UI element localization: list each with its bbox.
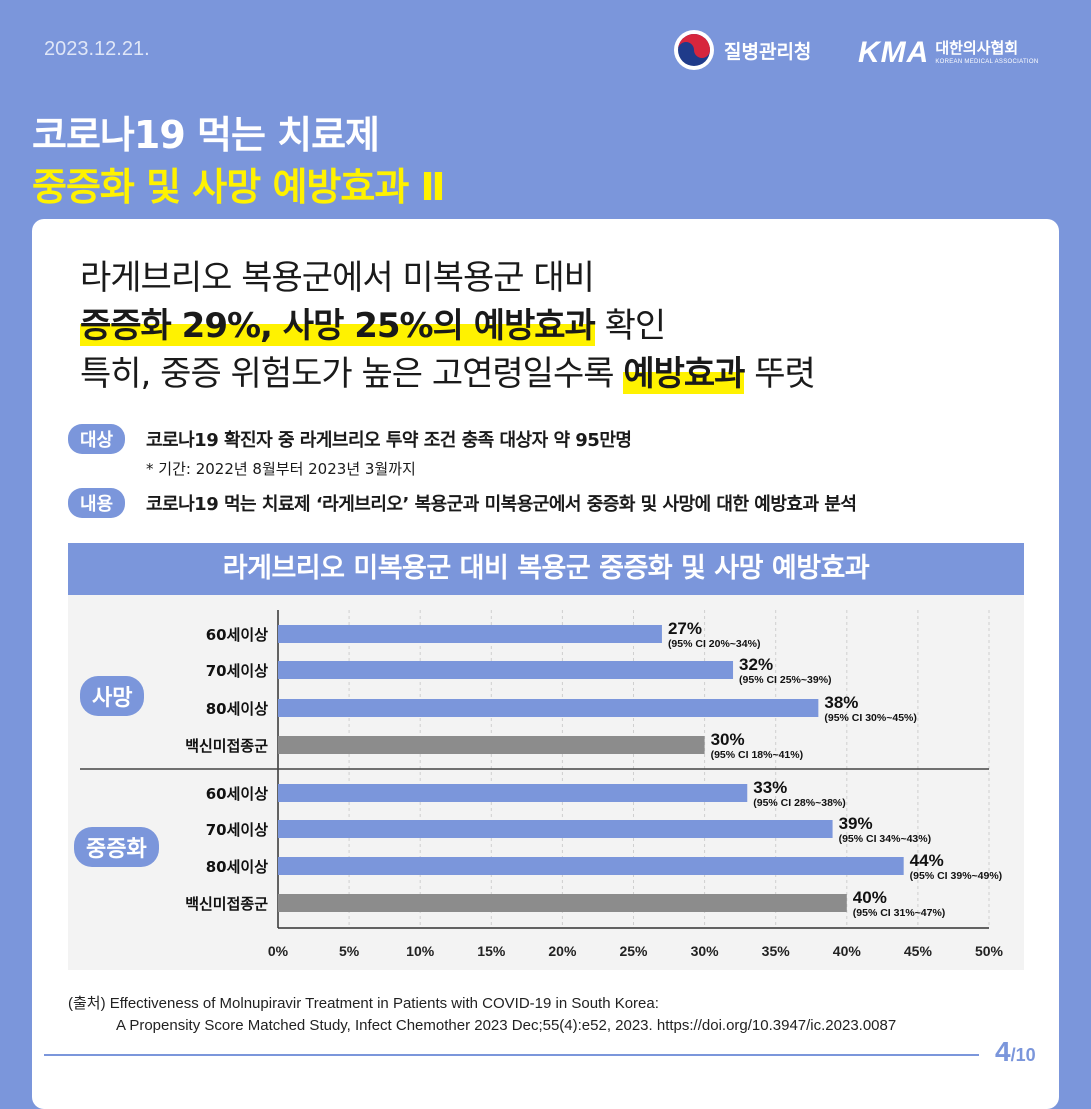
data-label: 44% (910, 851, 944, 870)
source-line1: (출처) Effectiveness of Molnupiravir Treat… (68, 995, 659, 1012)
kdca-logo: 질병관리청 (674, 30, 811, 70)
group-label-severe: 중증화 (74, 827, 159, 867)
kma-logo: KMA 대한의사협회 KOREAN MEDICAL ASSOCIATION (858, 36, 1038, 70)
ci-label: (95% CI 31%~47%) (853, 907, 946, 919)
group-label-death: 사망 (80, 676, 145, 716)
bar (278, 699, 819, 717)
headline-line2-rest: 확인 (594, 306, 667, 346)
kma-english-name: KOREAN MEDICAL ASSOCIATION (935, 59, 1039, 65)
page-indicator: 4/10 (995, 1036, 1036, 1068)
headline-line3: 특히, 중증 위험도가 높은 고연령일수록 예방효과 뚜렷 (80, 346, 816, 395)
bar (278, 784, 748, 802)
data-label: 40% (853, 888, 887, 907)
bar (278, 736, 705, 754)
x-tick-label: 35% (762, 943, 791, 959)
data-label: 32% (739, 655, 773, 674)
data-label: 39% (839, 814, 873, 833)
category-label: 60세이상 (206, 626, 268, 644)
ci-label: (95% CI 39%~49%) (910, 870, 1003, 882)
bar (278, 894, 847, 912)
data-label: 27% (668, 619, 702, 638)
chart-title: 라게브리오 미복용군 대비 복용군 중증화 및 사망 예방효과 (68, 543, 1024, 595)
x-tick-label: 10% (406, 943, 435, 959)
bar (278, 820, 833, 838)
ci-label: (95% CI 28%~38%) (753, 797, 846, 809)
headline-line2: 증증화 29%, 사망 25%의 예방효과 확인 (80, 298, 667, 347)
ci-label: (95% CI 18%~41%) (711, 749, 804, 761)
period-note: * 기간: 2022년 8월부터 2023년 3월까지 (146, 460, 416, 478)
kdca-name: 질병관리청 (724, 40, 812, 63)
taegeuk-icon (674, 30, 714, 70)
category-label: 70세이상 (206, 821, 268, 839)
category-label: 백신미접종군 (185, 737, 268, 755)
source-line2: A Propensity Score Matched Study, Infect… (116, 1017, 897, 1034)
x-tick-label: 20% (548, 943, 577, 959)
category-label: 80세이상 (206, 858, 268, 876)
bar (278, 661, 734, 679)
x-tick-label: 30% (691, 943, 720, 959)
x-tick-label: 15% (477, 943, 506, 959)
ci-label: (95% CI 30%~45%) (824, 712, 917, 724)
page-title: 코로나19 먹는 치료제 (32, 113, 380, 157)
data-label: 30% (711, 730, 745, 749)
source-citation: (출처) Effectiveness of Molnupiravir Treat… (68, 993, 896, 1037)
date: 2023.12.21. (44, 38, 150, 60)
category-label: 70세이상 (206, 662, 268, 680)
page-current: 4 (995, 1036, 1011, 1067)
kma-mark: KMA (858, 36, 930, 69)
headline-line3-post: 뚜렷 (744, 354, 816, 394)
data-label: 38% (824, 693, 858, 712)
headline-line3-pre: 특히, 중증 위험도가 높은 고연령일수록 (80, 354, 624, 394)
footer-rule (44, 1054, 979, 1056)
x-tick-label: 50% (975, 943, 1004, 959)
bar (278, 625, 662, 643)
ci-label: (95% CI 34%~43%) (839, 833, 932, 845)
headline-line1: 라게브리오 복용군에서 미복용군 대비 (80, 258, 595, 298)
category-label: 백신미접종군 (185, 895, 268, 913)
headline-highlight-1: 증증화 29%, 사망 25%의 예방효과 (80, 306, 596, 346)
x-tick-label: 5% (339, 943, 360, 959)
bar (278, 857, 904, 875)
page-subtitle: 중증화 및 사망 예방효과 Ⅱ (32, 165, 446, 209)
x-tick-label: 40% (833, 943, 862, 959)
x-tick-label: 25% (619, 943, 648, 959)
kma-name: 대한의사협회 (935, 39, 1019, 57)
target-tag: 대상 (68, 424, 126, 454)
ci-label: (95% CI 25%~39%) (739, 674, 832, 686)
content-text: 코로나19 먹는 치료제 ‘라게브리오’ 복용군과 미복용군에서 중증화 및 사… (146, 494, 857, 515)
page-total: /10 (1010, 1045, 1036, 1065)
headline-highlight-2: 예방효과 (623, 354, 745, 394)
category-label: 60세이상 (206, 785, 268, 803)
x-tick-label: 0% (268, 943, 289, 959)
category-label: 80세이상 (206, 700, 268, 718)
target-text: 코로나19 확진자 중 라게브리오 투약 조건 충족 대상자 약 95만명 (146, 430, 632, 451)
x-tick-label: 45% (904, 943, 933, 959)
data-label: 33% (753, 778, 787, 797)
content-tag: 내용 (68, 488, 126, 518)
ci-label: (95% CI 20%~34%) (668, 638, 761, 650)
